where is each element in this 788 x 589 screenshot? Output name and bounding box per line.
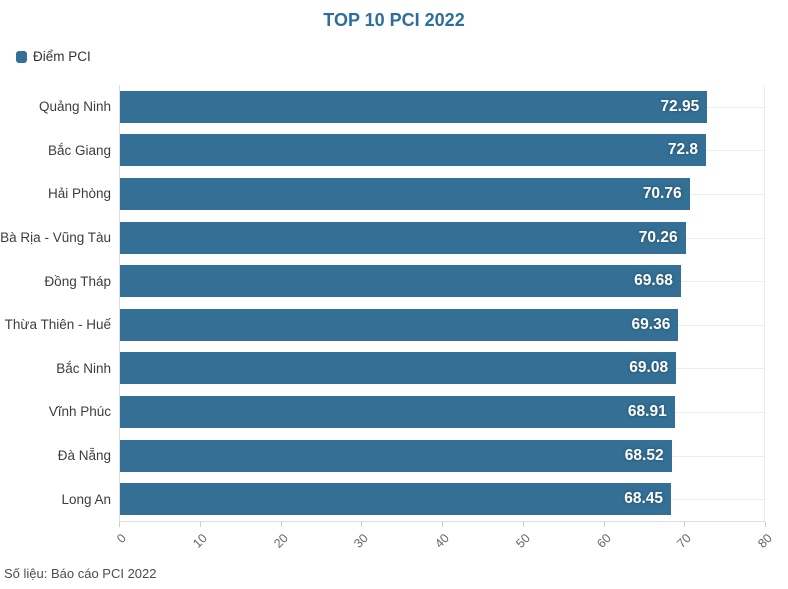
bar-value-label: 68.52	[624, 446, 664, 464]
axis-tick-label: 80	[755, 531, 775, 551]
bar-track: 70.26	[119, 215, 765, 260]
bar-rows: Quảng Ninh 72.95 Bắc Giang 72.8 Hải Phòng 70.…	[0, 85, 788, 521]
bar-row: Quảng Ninh 72.95	[0, 85, 788, 129]
axis-tick-label: 50	[512, 531, 533, 551]
bar-value-label: 70.76	[642, 184, 682, 202]
category-label: Long An	[61, 491, 111, 507]
axis-tick	[603, 522, 605, 527]
bar: 70.76	[120, 177, 690, 210]
axis-tick	[361, 522, 363, 527]
bar: 72.8	[120, 134, 707, 167]
axis-tick	[684, 522, 686, 527]
bar-row: Long An 68.45	[0, 477, 788, 521]
category-label: Vĩnh Phúc	[48, 404, 111, 420]
legend-label: Điểm PCI	[33, 49, 91, 64]
category-label: Bà Rịa - Vũng Tàu	[0, 230, 111, 246]
bar-track: 72.95	[119, 85, 765, 129]
bar-value-label: 69.36	[631, 315, 671, 333]
axis-tick-label: 30	[351, 531, 372, 551]
bar-value-label: 72.95	[660, 97, 700, 115]
axis-tick	[522, 522, 524, 527]
axis-tick-label: 70	[674, 531, 695, 551]
category-label: Bắc Giang	[47, 142, 111, 158]
bar: 70.26	[120, 221, 686, 254]
bar-row: Bắc Giang 72.8	[0, 128, 788, 173]
legend-swatch-icon	[16, 50, 27, 63]
category-label: Đà Nẵng	[57, 448, 111, 464]
axis-tick	[442, 522, 443, 527]
bar: 69.36	[120, 308, 679, 341]
bar-track: 70.76	[119, 172, 765, 216]
axis-tick	[765, 522, 766, 527]
x-axis: 0 10 20 30 40 50 60 70 80	[114, 521, 775, 562]
bar-value-label: 70.26	[638, 228, 678, 246]
bar-row: Thừa Thiên - Huế 69.36	[0, 302, 788, 347]
axis-tick-label: 60	[593, 531, 614, 551]
bar: 72.95	[120, 90, 708, 123]
legend: Điểm PCI	[16, 49, 91, 64]
axis-tick-label: 0	[114, 531, 129, 546]
category-label: Đồng Tháp	[44, 273, 111, 289]
axis-tick	[280, 522, 282, 527]
bar: 69.68	[120, 265, 681, 298]
bar-track: 69.36	[119, 302, 765, 347]
source-note: Số liệu: Báo cáo PCI 2022	[4, 566, 157, 581]
axis-tick	[119, 522, 120, 527]
bar-track: 68.91	[119, 390, 765, 434]
axis-tick-label: 40	[432, 531, 452, 551]
bar-track: 69.08	[119, 346, 765, 391]
category-label: Thừa Thiên - Huế	[4, 317, 111, 333]
bar-row: Đồng Tháp 69.68	[0, 259, 788, 303]
bar-track: 68.52	[119, 433, 765, 478]
bar-value-label: 68.91	[627, 402, 667, 420]
bar-value-label: 72.8	[667, 141, 699, 159]
category-label: Bắc Ninh	[56, 360, 111, 376]
chart-title: TOP 10 PCI 2022	[323, 10, 465, 30]
bar-row: Hải Phòng 70.76	[0, 172, 788, 216]
bar-row: Bà Rịa - Vũng Tàu 70.26	[0, 215, 788, 260]
bar: 69.08	[120, 352, 677, 385]
bar-value-label: 68.45	[624, 490, 664, 508]
axis-tick-label: 10	[189, 531, 210, 551]
category-label: Quảng Ninh	[38, 99, 111, 115]
bar-value-label: 69.68	[634, 272, 673, 290]
bar: 68.91	[120, 395, 675, 428]
bar-value-label: 69.08	[629, 359, 669, 377]
bar: 68.52	[120, 439, 672, 472]
bar-row: Đà Nẵng 68.52	[0, 433, 788, 478]
axis-tick-label: 20	[270, 531, 291, 551]
bar-track: 68.45	[119, 477, 765, 521]
category-label: Hải Phòng	[47, 186, 111, 202]
bar-track: 69.68	[119, 259, 765, 303]
bar-row: Vĩnh Phúc 68.91	[0, 390, 788, 434]
axis-tick	[199, 522, 201, 527]
bar-row: Bắc Ninh 69.08	[0, 346, 788, 391]
bar: 68.45	[120, 483, 672, 516]
bar-track: 72.8	[119, 128, 765, 173]
